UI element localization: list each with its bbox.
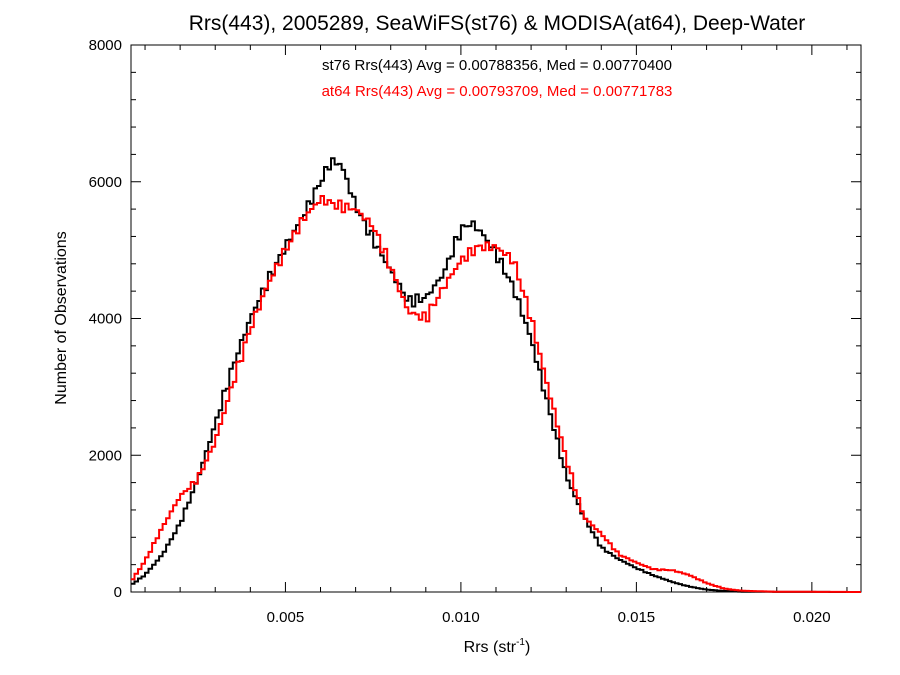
y-tick-label: 6000 <box>89 174 122 191</box>
legend-entry-st76: st76 Rrs(443) Avg = 0.00788356, Med = 0.… <box>322 57 672 74</box>
data-series <box>131 157 861 593</box>
x-tick-labels: 0.005 0.010 0.015 0.020 <box>267 609 831 626</box>
legend-entry-at64: at64 Rrs(443) Avg = 0.00793709, Med = 0.… <box>322 83 673 100</box>
series-line-st76 <box>131 157 861 593</box>
chart-title: Rrs(443), 2005289, SeaWiFS(st76) & MODIS… <box>189 12 806 35</box>
x-axis-label: Rrs (str-1) <box>464 637 531 656</box>
y-tick-label: 0 <box>114 584 122 601</box>
y-tick-label: 4000 <box>89 311 122 328</box>
x-tick-label: 0.020 <box>793 609 831 626</box>
x-tick-label: 0.005 <box>267 609 305 626</box>
y-tick-label: 2000 <box>89 447 122 464</box>
axis-ticks <box>131 44 861 593</box>
series-line-at64 <box>131 195 861 593</box>
plot-frame <box>130 44 862 593</box>
x-tick-label: 0.015 <box>618 609 656 626</box>
y-tick-labels: 0 2000 4000 6000 8000 <box>89 37 122 601</box>
y-tick-label: 8000 <box>89 37 122 54</box>
y-axis-label: Number of Observations <box>53 231 70 404</box>
x-tick-label: 0.010 <box>442 609 480 626</box>
